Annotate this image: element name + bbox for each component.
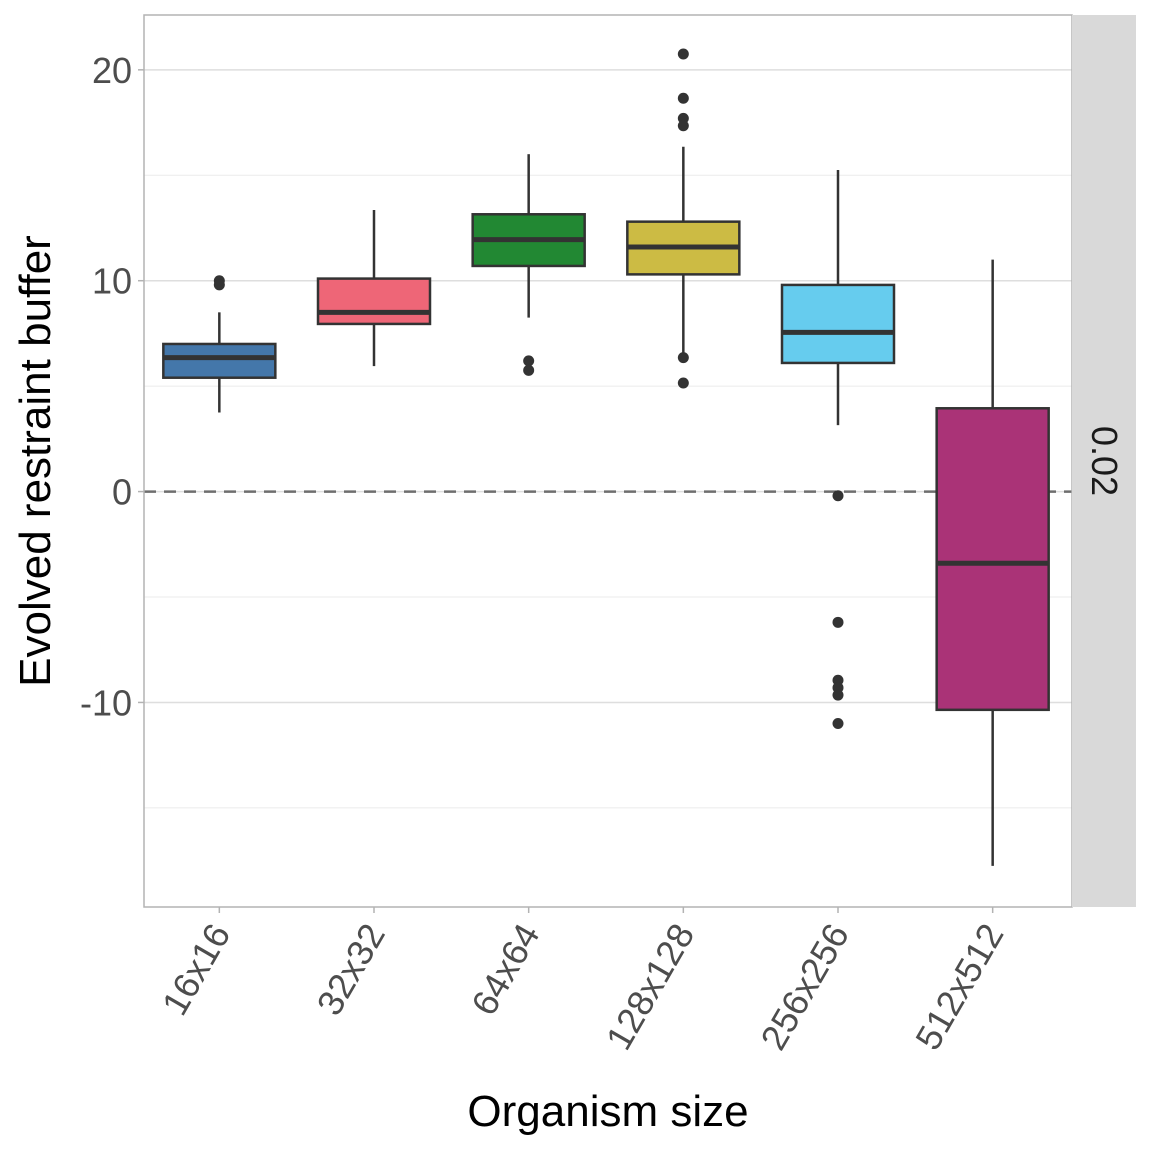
y-tick-label: 20: [92, 50, 132, 91]
outlier-point: [677, 48, 689, 60]
facet-strip-label: 0.02: [1084, 426, 1125, 496]
outlier-point: [832, 490, 844, 502]
box-512x512: [935, 259, 1050, 866]
box-32x32: [316, 210, 432, 367]
box-128x128: [626, 48, 741, 389]
outlier-point: [523, 355, 535, 367]
x-tick-label: 64x64: [463, 917, 548, 1022]
iqr-box: [780, 283, 896, 365]
x-axis: 16x16 32x32 64x64 128x128 256x256 512x512: [154, 907, 1012, 1057]
iqr-box: [935, 407, 1050, 712]
facet-strip: [1072, 15, 1136, 907]
y-tick-label: 0: [112, 472, 132, 513]
x-tick-label: 16x16: [154, 917, 239, 1022]
box-16x16: [162, 275, 277, 413]
outlier-point: [213, 279, 225, 291]
x-tick-label: 128x128: [598, 917, 703, 1057]
outlier-point: [832, 718, 844, 730]
x-tick-label: 32x32: [308, 917, 393, 1022]
y-tick-label: -10: [80, 682, 132, 723]
x-axis-title: Organism size: [467, 1087, 748, 1136]
box-256x256: [780, 169, 896, 730]
outlier-point: [832, 616, 844, 628]
y-axis-title: Evolved restraint buffer: [11, 235, 60, 687]
iqr-box: [316, 277, 432, 326]
outlier-point: [832, 689, 844, 701]
outlier-point: [677, 120, 689, 132]
box-64x64: [471, 154, 586, 376]
x-tick-label: 256x256: [752, 917, 857, 1057]
outlier-point: [523, 364, 535, 376]
x-tick-label: 512x512: [907, 917, 1012, 1057]
y-axis: -10 0 10 20: [80, 50, 144, 723]
y-tick-label: 10: [92, 261, 132, 302]
iqr-box: [162, 342, 277, 379]
outlier-point: [677, 377, 689, 389]
outlier-point: [677, 352, 689, 364]
plot-panel: [144, 15, 1072, 907]
boxes: [162, 48, 1050, 866]
outlier-point: [677, 92, 689, 104]
